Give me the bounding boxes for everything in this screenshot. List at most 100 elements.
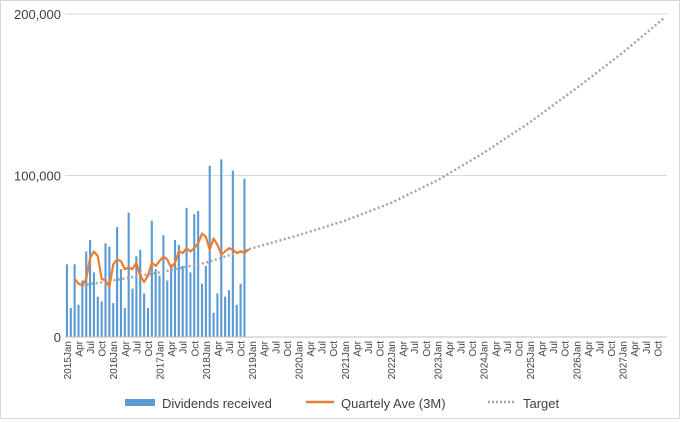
x-tick-label: Jul bbox=[86, 341, 97, 354]
x-tick-label: Apr bbox=[352, 340, 363, 356]
dividend-bar bbox=[177, 244, 180, 337]
dividend-bar bbox=[92, 272, 96, 337]
dividend-bar bbox=[116, 227, 119, 337]
x-tick-label: Apr bbox=[121, 340, 132, 356]
target-line-group bbox=[82, 16, 666, 287]
x-tick-label: Apr bbox=[584, 340, 595, 356]
dividend-bar bbox=[135, 256, 138, 337]
legend-label-dividends: Dividends received bbox=[162, 396, 272, 411]
dividend-bar bbox=[143, 293, 146, 337]
x-tick-label: 2024Jan bbox=[480, 341, 491, 379]
x-tick-label: Oct bbox=[607, 341, 618, 357]
dividend-bar bbox=[131, 288, 134, 337]
dividend-bar bbox=[77, 304, 80, 337]
x-tick-label: Oct bbox=[329, 341, 340, 357]
dividend-bar bbox=[185, 207, 188, 337]
dividend-bar bbox=[227, 290, 231, 337]
dividend-bar bbox=[154, 269, 157, 337]
x-tick-label: Apr bbox=[538, 340, 549, 356]
x-tick-label: Jul bbox=[549, 341, 560, 354]
dividend-bar bbox=[104, 243, 107, 337]
dividend-bar bbox=[208, 165, 211, 337]
x-tick-label: 2017Jan bbox=[156, 341, 167, 379]
dividend-bar bbox=[220, 159, 223, 337]
dividend-bar bbox=[65, 264, 68, 337]
dividend-bar bbox=[146, 307, 150, 337]
x-tick-label: Oct bbox=[561, 341, 572, 357]
legend-swatch-dividends bbox=[125, 399, 155, 406]
dividend-bar bbox=[197, 211, 200, 337]
x-tick-label: Apr bbox=[306, 340, 317, 356]
dividend-bar bbox=[173, 240, 177, 337]
dividend-bar bbox=[69, 307, 72, 337]
x-tick-label: Apr bbox=[445, 340, 456, 356]
x-tick-label: 2018Jan bbox=[202, 341, 213, 379]
x-tick-label: Jul bbox=[364, 341, 375, 354]
x-tick-label: Oct bbox=[190, 341, 201, 357]
dividend-bar bbox=[85, 251, 88, 337]
x-tick-label: 2016Jan bbox=[109, 341, 120, 379]
x-tick-label: Apr bbox=[630, 340, 641, 356]
legend-label-target: Target bbox=[523, 396, 560, 411]
x-tick-label: Oct bbox=[98, 341, 109, 357]
dividend-bar bbox=[123, 307, 126, 337]
dividend-bar bbox=[162, 235, 165, 337]
legend-item-quarterly-average: Quartely Ave (3M) bbox=[306, 396, 446, 411]
x-tick-label: Oct bbox=[237, 341, 248, 357]
x-tick-label: Jul bbox=[410, 341, 421, 354]
dividend-bar bbox=[150, 220, 153, 337]
x-tick-label: Apr bbox=[75, 340, 86, 356]
y-tick-label: 100,000 bbox=[14, 169, 61, 184]
x-tick-label: 2027Jan bbox=[619, 341, 630, 379]
x-tick-label: Jul bbox=[503, 341, 514, 354]
x-tick-label: 2020Jan bbox=[294, 341, 305, 379]
x-tick-label: Oct bbox=[283, 341, 294, 357]
x-tick-label: 2026Jan bbox=[572, 341, 583, 379]
dividend-bar bbox=[204, 265, 207, 337]
x-tick-label: Jul bbox=[132, 341, 143, 354]
x-tick-label: Jul bbox=[595, 341, 606, 354]
dividend-bar bbox=[166, 280, 169, 337]
x-tick-label: Apr bbox=[491, 340, 502, 356]
dividend-bar bbox=[170, 264, 173, 337]
x-tick-label: 2015Jan bbox=[63, 341, 74, 379]
x-tick-label: Jul bbox=[225, 341, 236, 354]
x-tick-label: Apr bbox=[399, 340, 410, 356]
x-tick-label: Jul bbox=[642, 341, 653, 354]
x-tick-label: Apr bbox=[167, 340, 178, 356]
quarterly-average-line-group bbox=[73, 232, 250, 289]
legend: Dividends received Quartely Ave (3M) Tar… bbox=[125, 396, 560, 411]
x-tick-label: Oct bbox=[422, 341, 433, 357]
x-tick-label: Oct bbox=[376, 341, 387, 357]
target-line bbox=[82, 16, 666, 287]
x-tick-label: Jul bbox=[318, 341, 329, 354]
dividend-bar bbox=[181, 265, 184, 337]
dividend-bar bbox=[158, 275, 161, 337]
dividend-bar bbox=[100, 301, 103, 337]
dividend-bar bbox=[235, 304, 238, 337]
dividend-bar bbox=[96, 296, 99, 337]
quarterly-average-line bbox=[73, 232, 250, 289]
dividend-bar bbox=[212, 312, 215, 337]
x-axis: 2015Jan Apr Jul Oct 2016Jan Apr Jul Oct 2017Jan A… bbox=[63, 336, 667, 379]
dividend-bar bbox=[239, 283, 242, 337]
x-tick-label: Jul bbox=[271, 341, 282, 354]
x-tick-label: 2022Jan bbox=[387, 341, 398, 379]
legend-item-target: Target bbox=[488, 396, 560, 411]
y-axis-ticks: 0 100,000 200,000 bbox=[14, 7, 61, 345]
dividend-bar bbox=[224, 296, 227, 337]
x-tick-label: 2023Jan bbox=[433, 341, 444, 379]
dividend-bar bbox=[243, 178, 246, 337]
x-tick-label: Oct bbox=[144, 341, 155, 357]
legend-item-dividends: Dividends received bbox=[125, 396, 272, 411]
dividend-bar bbox=[73, 264, 76, 337]
x-tick-label: 2025Jan bbox=[526, 341, 537, 379]
x-tick-label: Jul bbox=[179, 341, 190, 354]
x-tick-label: Apr bbox=[213, 340, 224, 356]
dividend-bar bbox=[216, 293, 219, 337]
dividend-bar bbox=[119, 269, 123, 337]
x-tick-label: Oct bbox=[468, 341, 479, 357]
gridlines bbox=[65, 13, 667, 176]
